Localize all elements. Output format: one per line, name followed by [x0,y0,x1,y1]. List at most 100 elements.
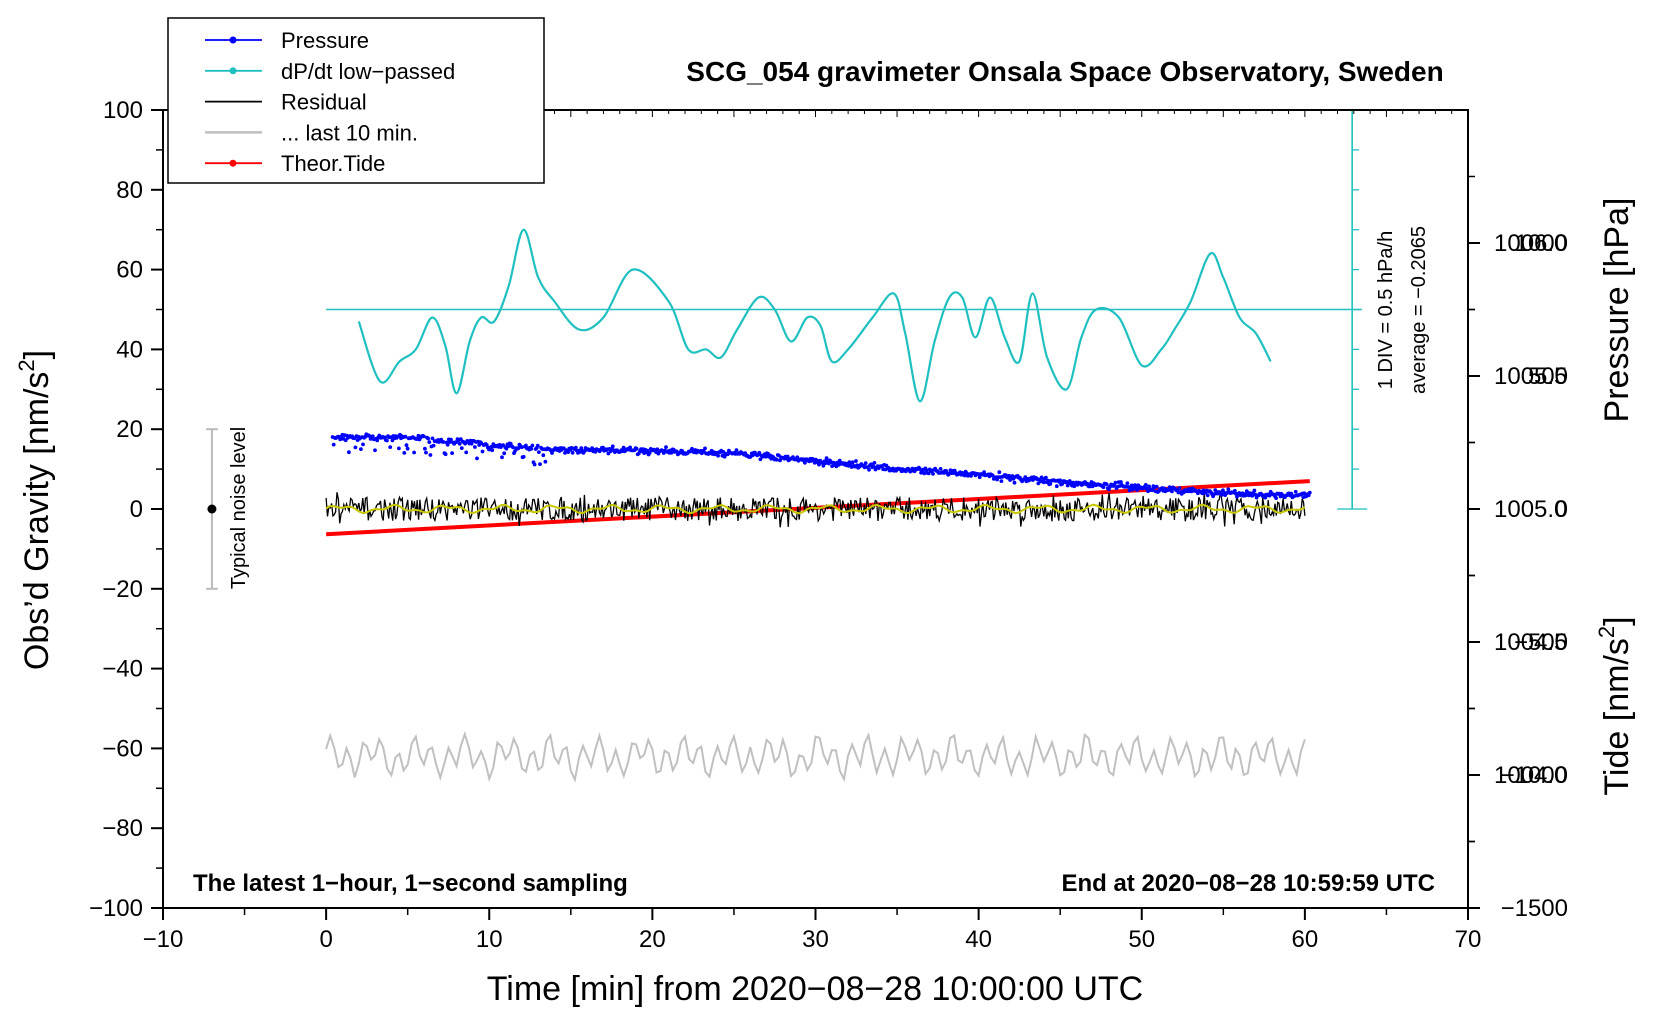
pressure-point [373,448,377,453]
pressure-point [872,461,877,465]
y-tick-label: −80 [102,815,143,842]
pressure-point [502,451,507,456]
footnote-left: The latest 1−hour, 1−second sampling [193,870,628,897]
pressure-point [405,446,410,451]
x-tick-label: 30 [802,926,829,953]
y-axis-label-sup: 2 [14,359,39,371]
y-axis-label-close: ] [18,350,56,359]
pressure-point [500,455,504,460]
pressure-point [1143,483,1148,487]
tide-axis-label-close: ] [1598,616,1636,625]
pressure-point [388,445,393,449]
pressure-point [1048,482,1053,486]
pressure-point [361,442,365,447]
legend-label: Theor.Tide [281,151,385,176]
pressure-point [1307,490,1312,495]
pressure-point [359,447,363,451]
y-tick-label: 60 [116,257,143,284]
pressure-point [449,437,453,442]
x-tick-label: 70 [1455,926,1482,953]
pressure-point [785,454,790,459]
pressure-point [385,438,389,443]
pressure-point [1252,488,1257,493]
pressure-point [821,463,826,468]
y-axis-label-main: Obs’d Gravity [nm/s [18,372,56,671]
pressure-point [423,446,427,451]
legend-label: Pressure [281,28,369,53]
pressure-point [803,460,807,465]
pressure-point [1129,483,1134,488]
pressure-point [1101,485,1106,490]
x-tick-label: 10 [476,926,503,953]
pressure-point [464,450,469,455]
pressure-point [867,467,871,472]
pressure-point [734,448,739,452]
y-tick-label: 20 [116,416,143,443]
pressure-point [403,434,408,439]
pressure-point [1039,475,1044,480]
footnote-right: End at 2020−08−28 10:59:59 UTC [1061,870,1435,897]
tide-tick-label: −500 [1514,629,1568,656]
pressure-point [817,462,821,467]
pressure-point [977,475,982,480]
pressure-point [982,470,986,474]
pressure-point [421,434,426,439]
pressure-point [1044,475,1048,480]
pressure-point [424,450,428,455]
pressure-point [347,450,351,455]
tide-axis-label-sup: 2 [1594,626,1619,638]
y-tick-label: 80 [116,177,143,204]
pressure-point [529,446,534,451]
pressure-point [441,440,446,444]
pressure-point [703,446,707,451]
pressure-point [480,449,485,454]
axes-layer: −10 0 10 20 30 40 50 60 70−100−80−60−40−20020406… [89,97,1568,953]
pressure-point [463,441,467,446]
y-tick-label: −60 [102,735,143,762]
pressure-point [847,460,852,464]
pressure-point [430,436,435,441]
legend-marker [229,159,237,167]
pressure-point [1154,484,1159,489]
pressure-point [997,470,1002,475]
pressure-point [457,441,462,446]
pressure-point [535,443,540,448]
pressure-point [1177,486,1182,490]
pressure-point [532,462,537,467]
pressure-point [1058,478,1062,483]
pressure-point [353,445,358,450]
x-tick-label: 50 [1128,926,1155,953]
pressure-point [1046,478,1050,483]
pressure-tick-label: 1004.0 [1494,762,1567,789]
pressure-point [830,464,834,468]
x-axis-label: Time [min] from 2020−08−28 10:00:00 UTC [487,970,1143,1008]
pressure-point [837,458,842,463]
pressure-point [519,445,524,450]
tide-axis-label: Tide [nm/s2] [1594,616,1636,795]
pressure-point [459,446,464,450]
pressure-point [530,443,535,448]
pressure-point [570,450,575,455]
tide-tick-label: 500 [1528,363,1568,390]
pressure-point [1119,480,1123,484]
pressure-point [566,450,571,454]
dpdt-average-label: average = −0.2065 [1408,226,1430,394]
y-tick-label: −40 [102,656,143,683]
pressure-point [579,446,584,450]
pressure-point [922,471,927,476]
pressure-point [475,456,479,461]
pressure-point [1104,482,1109,487]
pressure-point [412,450,416,455]
pressure-point [1125,481,1130,486]
pressure-point [428,453,433,457]
x-tick-label: 20 [639,926,666,953]
legend-box [167,17,545,184]
pressure-point [721,450,726,454]
pressure-point [931,472,935,476]
pressure-point [1293,489,1298,494]
pressure-point [850,460,855,465]
pressure-tick-label: 1004.5 [1494,629,1567,656]
x-tick-label: 0 [319,926,332,953]
tide-tick-label: 0 [1555,496,1568,523]
